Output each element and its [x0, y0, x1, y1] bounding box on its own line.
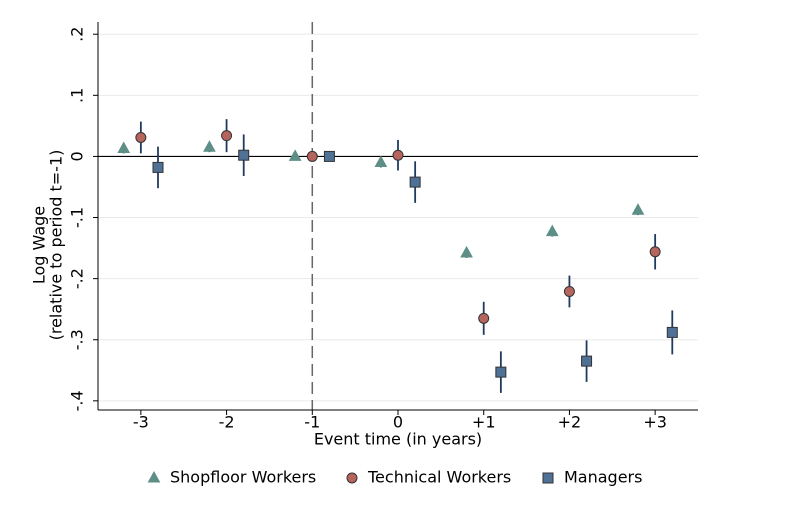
legend-label: Shopfloor Workers [170, 468, 316, 487]
marker [581, 355, 593, 367]
y-axis-title: Log Wage [30, 206, 49, 284]
x-axis-title: Event time (in years) [314, 430, 482, 449]
x-tick-label: +1 [472, 413, 496, 432]
marker [221, 130, 233, 142]
marker [135, 131, 147, 143]
y-tick-label: -.2 [68, 268, 87, 289]
marker [288, 149, 302, 161]
y-tick-label: .1 [68, 88, 87, 103]
legend-label: Technical Workers [367, 468, 511, 487]
legend-label: Managers [564, 468, 642, 487]
marker [460, 245, 473, 258]
marker [495, 366, 507, 378]
marker [203, 140, 216, 152]
marker [409, 176, 421, 188]
marker [649, 246, 661, 258]
y-tick-label: -.1 [68, 207, 87, 228]
x-tick-label: +3 [643, 413, 667, 432]
marker [306, 150, 318, 162]
y-tick-label: .2 [68, 27, 87, 42]
legend-marker [147, 470, 161, 483]
marker [545, 224, 559, 237]
y-tick-label: -.4 [68, 390, 87, 411]
marker [666, 326, 678, 338]
x-tick-label: 0 [393, 413, 403, 432]
x-tick-label: -2 [219, 413, 235, 432]
x-tick-label: -1 [304, 413, 320, 432]
marker [238, 149, 250, 161]
marker [392, 149, 404, 161]
marker [323, 150, 335, 162]
x-tick-label: +2 [558, 413, 582, 432]
marker [117, 141, 131, 153]
legend-marker [346, 472, 358, 484]
marker [478, 312, 490, 324]
y-tick-label: -.3 [68, 329, 87, 350]
x-tick-label: -3 [133, 413, 149, 432]
marker [374, 155, 388, 168]
marker [563, 285, 575, 297]
marker [152, 161, 164, 173]
y-axis-title: (relative to period t=-1) [47, 150, 66, 341]
y-tick-label: 0 [68, 151, 87, 161]
legend-marker [542, 472, 554, 484]
marker [631, 203, 645, 215]
